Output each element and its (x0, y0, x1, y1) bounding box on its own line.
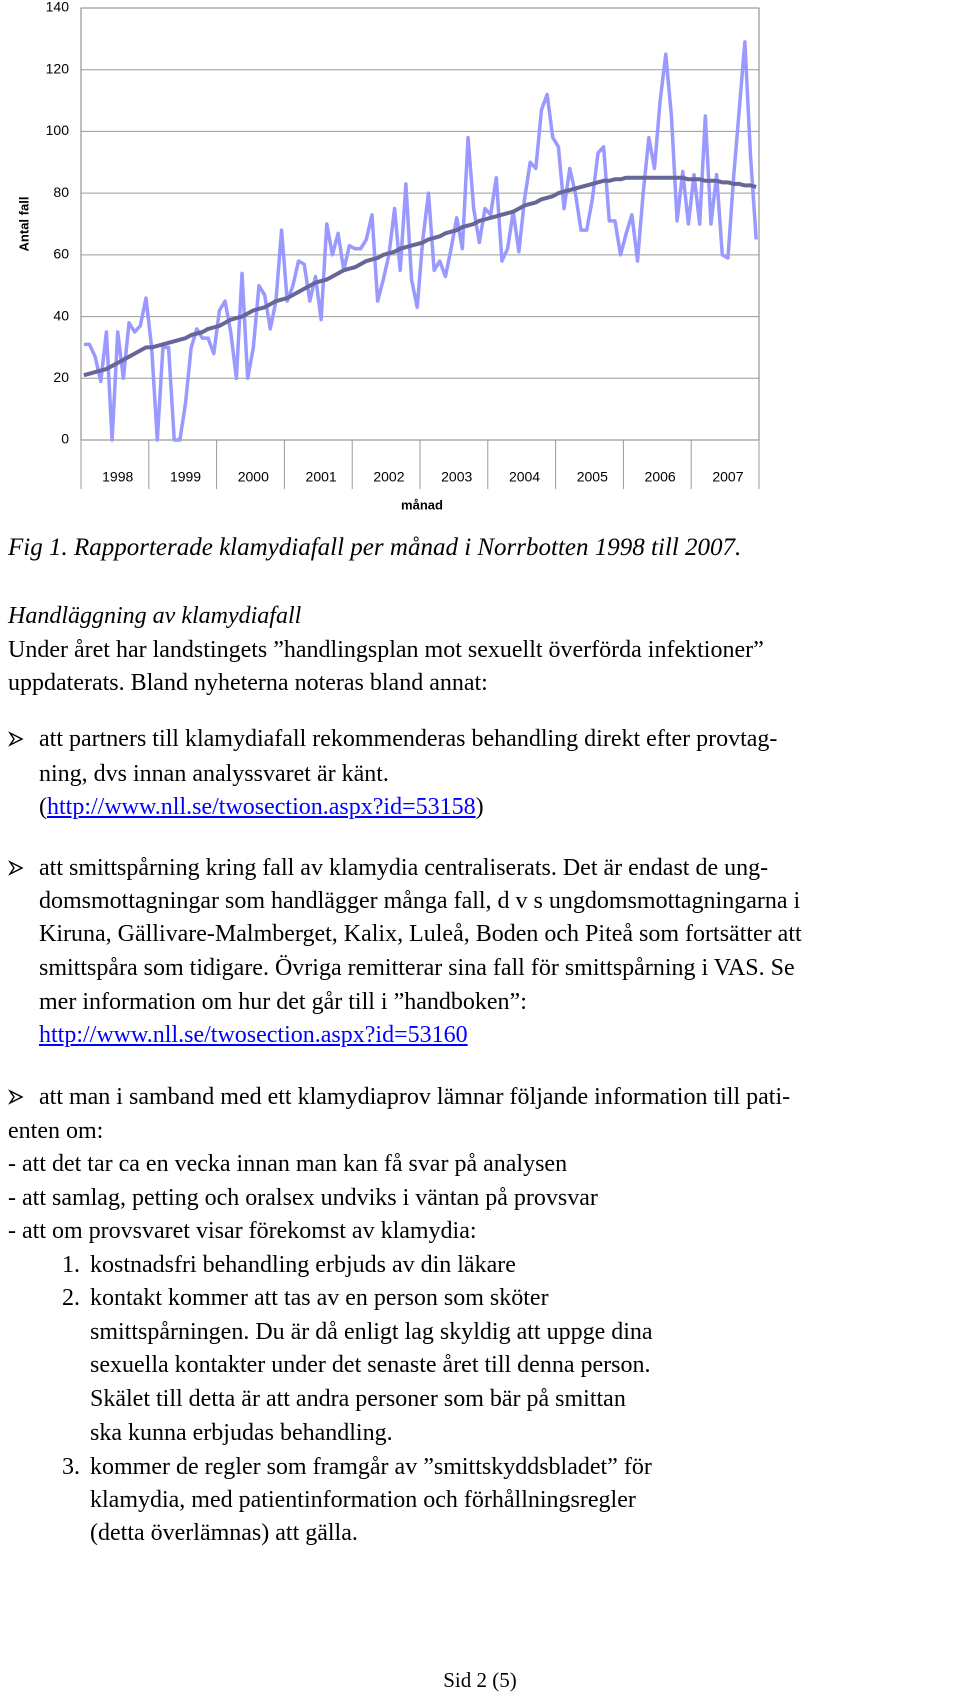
data-line (83, 175, 757, 378)
y-tick-label: 60 (53, 246, 69, 262)
text-line: smittspårningen. Du är då enligt lag sky… (90, 1319, 653, 1345)
text-line: att partners till klamydiafall rekommend… (39, 726, 778, 752)
text-line: kontakt kommer att tas av en person som … (90, 1285, 549, 1311)
data-line (83, 40, 758, 442)
x-axis-label: månad (401, 497, 443, 512)
y-tick-label: 140 (46, 0, 70, 15)
figure-caption: Fig 1. Rapporterade klamydiafall per mån… (8, 534, 742, 561)
list-number: 2. (62, 1285, 80, 1311)
link-line: (http://www.nll.se/twosection.aspx?id=53… (39, 792, 484, 822)
list-number: 3. (62, 1454, 80, 1480)
text-line: domsmottagningar som handlägger många fa… (39, 888, 801, 914)
text-line: Skälet till detta är att andra personer … (90, 1386, 626, 1412)
x-tick-label: 2004 (509, 469, 540, 485)
x-tick-label: 2000 (238, 469, 269, 485)
text-line: klamydia, med patientinformation och för… (90, 1487, 636, 1513)
x-tick-label: 2003 (441, 469, 472, 485)
text-line: - att det tar ca en vecka innan man kan … (8, 1151, 568, 1177)
text-line: sexuella kontakter under det senaste åre… (90, 1352, 651, 1378)
text-line: (detta överlämnas) att gälla. (90, 1520, 358, 1546)
page-number: Sid 2 (5) (443, 1668, 517, 1692)
text-line: ning, dvs innan analyssvaret är känt. (39, 761, 389, 787)
text-line: uppdaterats. Bland nyheterna noteras bla… (8, 670, 488, 696)
y-tick-label: 100 (46, 122, 70, 138)
x-tick-label: 1998 (102, 469, 133, 485)
y-tick-label: 20 (53, 369, 69, 385)
link[interactable]: http://www.nll.se/twosection.aspx?id=531… (47, 794, 476, 820)
y-tick-label: 0 (61, 431, 69, 447)
y-axis-label: Antal fall (16, 197, 31, 252)
bullet-arrow (8, 1089, 24, 1105)
link-line: http://www.nll.se/twosection.aspx?id=531… (39, 1020, 468, 1050)
text-line: kommer de regler som framgår av ”smittsk… (90, 1454, 652, 1480)
text-line: Kiruna, Gällivare-Malmberget, Kalix, Lul… (39, 921, 802, 947)
x-tick-label: 2007 (712, 469, 743, 485)
x-tick-label: 2006 (645, 469, 676, 485)
text-line: enten om: (8, 1118, 104, 1144)
x-tick-label: 2005 (577, 469, 608, 485)
x-tick-label: 2002 (373, 469, 404, 485)
y-tick-label: 40 (53, 307, 69, 323)
text-line: att smittspårning kring fall av klamydia… (39, 855, 769, 881)
text-line: mer information om hur det går till i ”h… (39, 989, 527, 1015)
text-line: - att samlag, petting och oralsex undvik… (8, 1185, 598, 1211)
text-line: - att om provsvaret visar förekomst av k… (8, 1218, 477, 1244)
text: ) (475, 794, 484, 820)
plot-frame (80, 7, 760, 441)
x-tick-label: 1999 (170, 469, 201, 485)
text-line: kostnadsfri behandling erbjuds av din lä… (90, 1252, 516, 1278)
section-heading: Handläggning av klamydiafall (8, 603, 302, 629)
y-tick-label: 80 (53, 184, 69, 200)
text-line: ska kunna erbjudas behandling. (90, 1420, 393, 1446)
text-line: Under året har landstingets ”handlingspl… (8, 637, 764, 663)
text: ( (39, 794, 47, 820)
link[interactable]: http://www.nll.se/twosection.aspx?id=531… (39, 1022, 468, 1048)
list-number: 1. (62, 1252, 80, 1278)
bullet-arrow (8, 731, 24, 747)
y-tick-label: 120 (46, 60, 70, 76)
bullet-arrow (8, 860, 24, 876)
x-tick-label: 2001 (306, 469, 337, 485)
text-line: att man i samband med ett klamydiaprov l… (39, 1084, 791, 1110)
chart: Antal fall månad 0 20 40 60 80 100 120 140 1998 1… (16, 0, 760, 512)
text-line: smittspåra som tidigare. Övriga remitter… (39, 955, 795, 981)
